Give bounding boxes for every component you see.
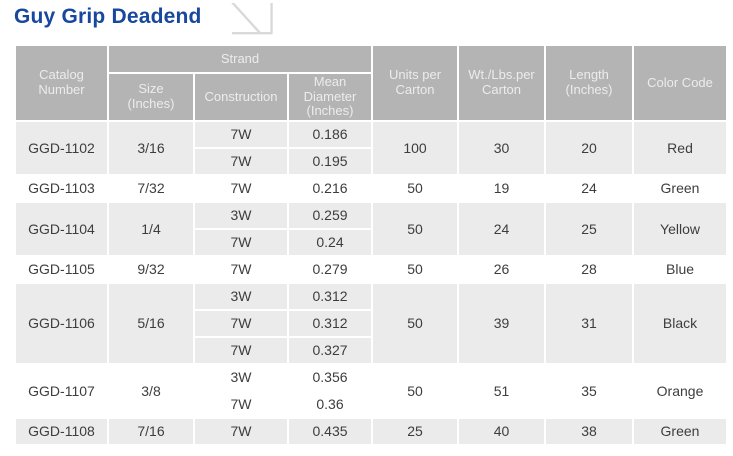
cell-construction: 7W <box>195 149 287 174</box>
diagonal-arrow-down-right-icon <box>230 3 273 35</box>
header-weight-per-carton: Wt./Lbs.per Carton <box>459 46 545 120</box>
cell-units-per-carton: 50 <box>373 203 458 255</box>
cell-size: 3/16 <box>109 122 193 174</box>
cell-construction: 7W <box>195 311 287 336</box>
cell-construction: 3W <box>195 284 287 309</box>
table-row: GGD-1108 7/16 7W 0.435 25 40 38 Green <box>16 419 727 444</box>
cell-units-per-carton: 100 <box>373 122 458 174</box>
cell-color-code: Yellow <box>634 203 727 255</box>
cell-units-per-carton: 50 <box>373 257 458 282</box>
cell-construction: 7W <box>195 392 287 417</box>
table-row: GGD-1106 5/16 3W 0.312 50 39 31 Black <box>16 284 727 363</box>
cell-mean-diameter: 0.259 <box>289 203 372 228</box>
header-length: Length (Inches) <box>546 46 633 120</box>
cell-mean-diameter: 0.24 <box>289 230 372 255</box>
table-body: GGD-1102 3/16 7W 0.186 100 30 20 Red 7W 0.195 GGD-… <box>16 122 727 444</box>
cell-catalog-number: GGD-1104 <box>16 203 107 255</box>
cell-weight-per-carton: 51 <box>459 365 545 417</box>
cell-catalog-number: GGD-1107 <box>16 365 107 417</box>
cell-units-per-carton: 25 <box>373 419 458 444</box>
cell-size: 7/32 <box>109 176 193 201</box>
cell-mean-diameter: 0.435 <box>289 419 372 444</box>
cell-length: 38 <box>546 419 633 444</box>
cell-construction: 3W <box>195 203 287 228</box>
header-mean-diameter: Mean Diameter (Inches) <box>289 74 372 120</box>
cell-units-per-carton: 50 <box>373 365 458 417</box>
cell-catalog-number: GGD-1103 <box>16 176 107 201</box>
cell-weight-per-carton: 39 <box>459 284 545 363</box>
cell-color-code: Blue <box>634 257 727 282</box>
cell-length: 20 <box>546 122 633 174</box>
spec-table: Catalog Number Strand Units per Carton W… <box>14 44 728 446</box>
cell-weight-per-carton: 24 <box>459 203 545 255</box>
header-row-top: Catalog Number Strand Units per Carton W… <box>16 46 727 120</box>
page-title: Guy Grip Deadend <box>14 5 202 28</box>
table-row: 7W 0.312 <box>16 311 726 336</box>
cell-mean-diameter: 0.36 <box>289 392 372 417</box>
header-catalog-number: Catalog Number <box>16 46 107 120</box>
cell-construction: 7W <box>195 257 287 282</box>
cell-catalog-number: GGD-1106 <box>16 284 107 363</box>
cell-weight-per-carton: 19 <box>459 176 545 201</box>
table-row: 7W 0.327 <box>16 338 726 363</box>
cell-length: 25 <box>546 203 633 255</box>
cell-construction: 3W <box>195 365 287 390</box>
header-row-sub: Size (Inches) Construction Mean Diameter… <box>16 74 726 120</box>
cell-units-per-carton: 50 <box>373 284 458 363</box>
cell-size: 9/32 <box>109 257 193 282</box>
cell-weight-per-carton: 30 <box>459 122 545 174</box>
header-units-per-carton: Units per Carton <box>373 46 458 120</box>
cell-mean-diameter: 0.216 <box>289 176 372 201</box>
table-row: 7W 0.24 <box>16 230 726 255</box>
cell-size: 7/16 <box>109 419 193 444</box>
cell-size: 5/16 <box>109 284 193 363</box>
cell-mean-diameter: 0.312 <box>289 311 372 336</box>
cell-catalog-number: GGD-1108 <box>16 419 107 444</box>
table-row: GGD-1107 3/8 3W 0.356 50 51 35 Orange <box>16 365 727 417</box>
cell-color-code: Green <box>634 419 727 444</box>
table-row: GGD-1103 7/32 7W 0.216 50 19 24 Green <box>16 176 727 201</box>
cell-mean-diameter: 0.356 <box>289 365 372 390</box>
cell-size: 3/8 <box>109 365 193 417</box>
cell-construction: 7W <box>195 122 287 147</box>
cell-color-code: Black <box>634 284 727 363</box>
cell-mean-diameter: 0.195 <box>289 149 372 174</box>
cell-mean-diameter: 0.312 <box>289 284 372 309</box>
table-row: GGD-1105 9/32 7W 0.279 50 26 28 Blue <box>16 257 727 282</box>
cell-units-per-carton: 50 <box>373 176 458 201</box>
cell-color-code: Red <box>634 122 727 174</box>
header-construction: Construction <box>195 74 287 120</box>
cell-weight-per-carton: 40 <box>459 419 545 444</box>
cell-construction: 7W <box>195 230 287 255</box>
cell-mean-diameter: 0.186 <box>289 122 372 147</box>
cell-length: 31 <box>546 284 633 363</box>
cell-catalog-number: GGD-1102 <box>16 122 107 174</box>
table-row: GGD-1104 1/4 3W 0.259 50 24 25 Yellow <box>16 203 727 255</box>
cell-color-code: Orange <box>634 365 727 417</box>
cell-length: 35 <box>546 365 633 417</box>
table-row: 7W 0.195 <box>16 149 726 174</box>
cell-catalog-number: GGD-1105 <box>16 257 107 282</box>
table-row: GGD-1102 3/16 7W 0.186 100 30 20 Red <box>16 122 727 174</box>
cell-mean-diameter: 0.327 <box>289 338 372 363</box>
header-color-code: Color Code <box>634 46 727 120</box>
page-header: Guy Grip Deadend <box>0 0 733 44</box>
cell-construction: 7W <box>195 176 287 201</box>
cell-size: 1/4 <box>109 203 193 255</box>
cell-construction: 7W <box>195 338 287 363</box>
cell-mean-diameter: 0.279 <box>289 257 372 282</box>
table-header: Catalog Number Strand Units per Carton W… <box>16 46 727 120</box>
cell-construction: 7W <box>195 419 287 444</box>
cell-weight-per-carton: 26 <box>459 257 545 282</box>
cell-length: 24 <box>546 176 633 201</box>
cell-length: 28 <box>546 257 633 282</box>
table-row: 7W 0.36 <box>16 392 726 417</box>
cell-color-code: Green <box>634 176 727 201</box>
header-size: Size (Inches) <box>109 74 193 120</box>
header-strand: Strand <box>109 46 372 72</box>
